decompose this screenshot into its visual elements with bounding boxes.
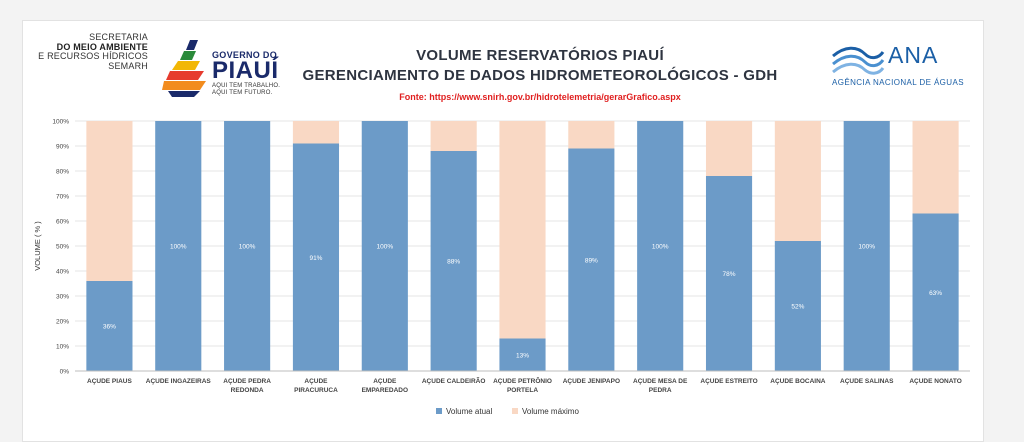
chart-subtitle: GERENCIAMENTO DE DADOS HIDROMETEOROLÓGIC…	[302, 67, 778, 84]
x-tick-label: AÇUDE BOCAINA	[770, 378, 826, 385]
x-tick-label: AÇUDE ESTREITO	[700, 378, 757, 385]
x-tick-label-line: AÇUDE CALDEIRÃO	[422, 376, 486, 385]
x-tick-label: AÇUDE NONATO	[909, 378, 961, 385]
x-tick-label: AÇUDE EMPAREDADO	[362, 378, 408, 394]
y-axis-label: VOLUME ( % )	[33, 221, 42, 271]
data-label: 100%	[170, 244, 187, 251]
bar-segment-volume-atual	[361, 121, 408, 371]
secretaria-line: E RECURSOS HÍDRICOS	[38, 51, 148, 61]
bar-segment-volume-maximo	[568, 121, 615, 149]
legend-swatch-volume-maximo	[512, 408, 518, 414]
x-tick-label-line: AÇUDE PIAUS	[87, 378, 132, 385]
x-tick-label: AÇUDE PETRÔNIO PORTELA	[493, 376, 552, 394]
bar-segment-volume-atual	[155, 121, 202, 371]
y-tick-label: 80%	[56, 169, 69, 176]
y-tick-label: 20%	[56, 319, 69, 326]
x-tick-label: AÇUDE CALDEIRÃO	[422, 376, 486, 385]
x-tick-label-line: AÇUDE INGAZEIRAS	[146, 378, 212, 385]
x-tick-label-line: AÇUDE	[304, 378, 328, 385]
bar-segment-volume-atual	[912, 213, 959, 371]
secretaria-line: SEMARH	[108, 60, 148, 71]
x-tick-label-line: AÇUDE SALINAS	[840, 378, 894, 385]
bar-segment-volume-maximo	[292, 121, 340, 144]
x-tick-label: AÇUDE INGAZEIRAS	[146, 378, 212, 385]
legend-swatch-volume-atual	[436, 408, 442, 414]
data-label: 91%	[309, 255, 322, 262]
data-label: 13%	[516, 352, 529, 359]
x-tick-label: AÇUDE MESA DE PEDRA	[633, 378, 688, 394]
chart-title: VOLUME RESERVATÓRIOS PIAUÍ	[416, 47, 664, 64]
x-tick-label-line: PORTELA	[507, 387, 538, 394]
x-tick-label: AÇUDE JENIPAPO	[563, 378, 620, 385]
bar-segment-volume-maximo	[705, 121, 753, 176]
data-label: 100%	[239, 244, 256, 251]
bar-segment-volume-atual	[637, 121, 684, 371]
bar-segment-volume-atual	[774, 241, 821, 371]
x-tick-label: AÇUDE SALINAS	[840, 378, 894, 385]
bar-segment-volume-atual	[224, 121, 271, 371]
y-tick-label: 60%	[56, 219, 69, 226]
x-tick-label: AÇUDE PEDRA REDONDA	[223, 378, 271, 394]
x-tick-label-line: REDONDA	[231, 387, 264, 394]
data-label: 52%	[791, 304, 804, 311]
x-tick-label-line: AÇUDE NONATO	[909, 378, 961, 385]
y-tick-label: 0%	[60, 369, 70, 376]
bar-segment-volume-atual	[86, 281, 133, 371]
data-label: 100%	[652, 244, 669, 251]
slogan-line: AQUI TEM TRABALHO.	[212, 83, 281, 89]
slogan-line: AQUI TEM FUTURO.	[212, 90, 273, 96]
data-label: 100%	[376, 244, 393, 251]
data-label: 63%	[929, 290, 942, 297]
x-tick-label-line: AÇUDE	[373, 378, 397, 385]
governo-label: GOVERNO DO	[212, 50, 278, 60]
secretaria-line: DO MEIO AMBIENTE	[56, 41, 148, 52]
bar-segment-volume-maximo	[430, 121, 477, 151]
bar-segment-volume-atual	[292, 143, 340, 371]
data-label: 89%	[585, 257, 598, 264]
bar-segment-volume-maximo	[912, 121, 959, 214]
bar-segment-volume-atual	[430, 151, 477, 371]
y-tick-label: 40%	[56, 269, 69, 276]
data-label: 88%	[447, 259, 460, 266]
bar-segment-volume-atual	[499, 338, 546, 371]
ana-subtitle: AGÊNCIA NACIONAL DE ÁGUAS	[832, 78, 964, 87]
bar-segment-volume-maximo	[86, 121, 133, 281]
x-tick-label-line: AÇUDE PEDRA	[223, 378, 271, 385]
secretaria-logo-text: SECRETARIA DO MEIO AMBIENTE E RECURSOS H…	[28, 32, 148, 71]
piaui-map-icon	[162, 40, 206, 97]
x-tick-label-line: AÇUDE BOCAINA	[770, 378, 826, 385]
y-tick-label: 10%	[56, 344, 69, 351]
y-tick-label: 90%	[56, 144, 69, 151]
y-tick-label: 70%	[56, 194, 69, 201]
piaui-wordmark: PIAUÍ	[212, 57, 279, 84]
x-tick-label-line: AÇUDE ESTREITO	[700, 378, 757, 385]
bar-segment-volume-atual	[568, 148, 615, 371]
data-label: 78%	[723, 271, 736, 278]
source-note: Fonte: https://www.snirh.gov.br/hidrotel…	[399, 92, 681, 102]
bar-segment-volume-maximo	[499, 121, 546, 339]
y-tick-label: 50%	[56, 244, 69, 251]
bar-segment-volume-maximo	[774, 121, 821, 241]
x-tick-label-line: AÇUDE MESA DE	[633, 378, 688, 385]
x-tick-label-line: PIRACURUCA	[294, 387, 338, 394]
data-label: 36%	[103, 324, 116, 331]
x-tick-label-line: EMPAREDADO	[362, 387, 408, 394]
bar-segment-volume-atual	[843, 121, 890, 371]
ana-wave-icon	[832, 46, 885, 75]
y-tick-label: 100%	[52, 119, 69, 126]
y-tick-label: 30%	[56, 294, 69, 301]
bar-segment-volume-atual	[705, 176, 753, 371]
x-tick-label: AÇUDE PIAUS	[87, 378, 132, 385]
x-tick-label-line: AÇUDE JENIPAPO	[563, 378, 620, 385]
x-tick-label-line: AÇUDE PETRÔNIO	[493, 376, 552, 385]
x-tick-label: AÇUDE PIRACURUCA	[294, 378, 338, 394]
secretaria-line: SECRETARIA	[89, 32, 148, 42]
governo-piaui-logo: GOVERNO DO PIAUÍ AQUI TEM TRABALHO. AQUI…	[160, 38, 285, 98]
legend-label-volume-atual: Volume atual	[446, 407, 492, 416]
ana-wordmark: ANA	[888, 42, 939, 68]
legend-label-volume-maximo: Volume máximo	[522, 407, 579, 416]
x-tick-label-line: PEDRA	[649, 387, 672, 394]
data-label: 100%	[858, 244, 875, 251]
